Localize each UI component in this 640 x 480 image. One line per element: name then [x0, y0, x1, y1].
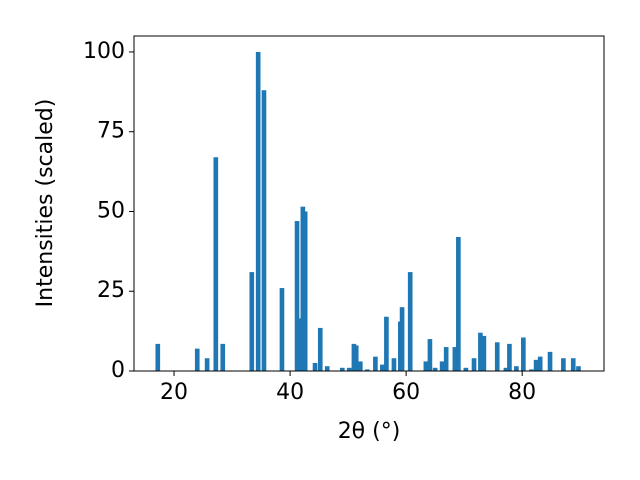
- bar: [547, 351, 553, 371]
- y-tick-label: 0: [111, 358, 125, 383]
- bar: [317, 327, 323, 371]
- bar: [391, 358, 397, 371]
- bar: [297, 318, 303, 371]
- bar: [423, 361, 429, 371]
- bar: [529, 369, 534, 371]
- x-tick-label: 60: [392, 380, 420, 405]
- bar: [294, 221, 300, 371]
- bar: [261, 90, 267, 371]
- y-tick-label: 75: [97, 119, 125, 144]
- bar: [302, 211, 308, 371]
- bar: [463, 367, 469, 371]
- bar: [439, 361, 445, 371]
- x-tick-label: 40: [276, 380, 304, 405]
- bar: [432, 367, 438, 371]
- bar: [357, 361, 363, 371]
- bar: [312, 363, 318, 371]
- y-axis-label: Intensities (scaled): [33, 99, 58, 308]
- bar: [494, 342, 500, 371]
- bar: [481, 335, 487, 371]
- bar: [364, 369, 370, 371]
- bar: [249, 272, 255, 371]
- bar: [194, 348, 200, 371]
- bar: [220, 343, 226, 371]
- bar: [507, 343, 512, 371]
- bar: [353, 345, 359, 371]
- y-tick-label: 50: [97, 198, 125, 223]
- bar: [155, 343, 161, 371]
- bar: [384, 316, 389, 371]
- bar: [576, 366, 581, 371]
- bar: [279, 288, 285, 371]
- bar: [471, 358, 477, 371]
- bar: [503, 367, 509, 371]
- bar: [533, 359, 539, 371]
- bar: [456, 237, 461, 371]
- x-tick-label: 20: [160, 380, 188, 405]
- bar: [204, 358, 210, 371]
- bar: [570, 358, 576, 371]
- y-tick-label: 100: [83, 39, 125, 64]
- plot-frame: [133, 35, 605, 372]
- x-axis-label: 2θ (°): [338, 419, 401, 444]
- bar: [537, 356, 543, 371]
- bar: [339, 367, 345, 371]
- bar: [514, 366, 519, 371]
- bar: [452, 347, 458, 371]
- x-tick-label: 80: [508, 380, 536, 405]
- bar: [561, 358, 566, 371]
- bar: [324, 366, 330, 371]
- bar: [521, 337, 526, 371]
- bar: [213, 157, 219, 371]
- bar: [373, 356, 378, 371]
- bar: [380, 364, 385, 371]
- bar: [346, 367, 352, 371]
- bar: [478, 332, 483, 371]
- bar: [427, 339, 433, 371]
- bar: [255, 51, 261, 371]
- bar: [407, 272, 413, 371]
- y-tick-label: 25: [97, 278, 125, 303]
- bar: [443, 347, 449, 371]
- bar: [399, 307, 405, 371]
